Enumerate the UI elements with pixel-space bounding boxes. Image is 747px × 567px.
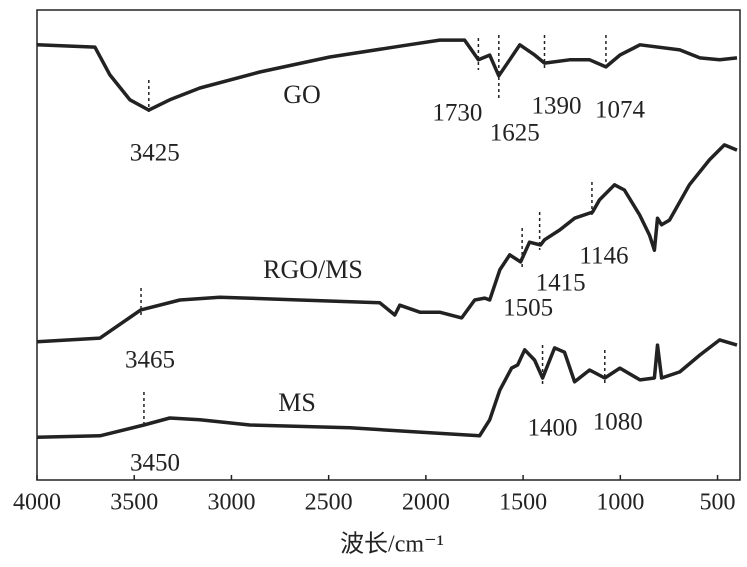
series-label: RGO/MS: [263, 255, 363, 284]
annotation-label: 3465: [125, 347, 175, 374]
spectrum-line: [36, 38, 738, 112]
x-axis-label: 波长/cm⁻¹: [340, 531, 444, 558]
annotation-label: 3425: [130, 140, 180, 167]
x-tick-label: 4000: [13, 490, 61, 516]
series-label: MS: [278, 388, 316, 417]
x-tick-label: 3000: [207, 490, 255, 516]
annotation-label: 1415: [536, 270, 586, 297]
annotation-label: 1080: [593, 409, 643, 436]
annotation-label: 1730: [432, 100, 482, 127]
annotation-label: 1505: [503, 295, 553, 322]
annotation-label: 3450: [130, 450, 180, 477]
annotation-label: 1625: [490, 120, 540, 147]
spectrum-line: [36, 143, 738, 344]
x-tick-label: 500: [700, 490, 736, 516]
annotation-label: 1390: [532, 93, 582, 120]
x-tick-label: 1000: [596, 490, 644, 516]
x-tick-label: 3500: [110, 490, 158, 516]
annotation-label: 1146: [579, 243, 628, 270]
spectrum-line: [36, 338, 738, 439]
series-label: GO: [283, 80, 321, 109]
annotation-label: 1400: [528, 415, 578, 442]
plot-frame: [36, 9, 741, 481]
x-tick-label: 2000: [402, 490, 450, 516]
x-tick-label: 2500: [305, 490, 353, 516]
annotation-label: 1074: [595, 97, 646, 124]
x-tick-label: 1500: [499, 490, 547, 516]
